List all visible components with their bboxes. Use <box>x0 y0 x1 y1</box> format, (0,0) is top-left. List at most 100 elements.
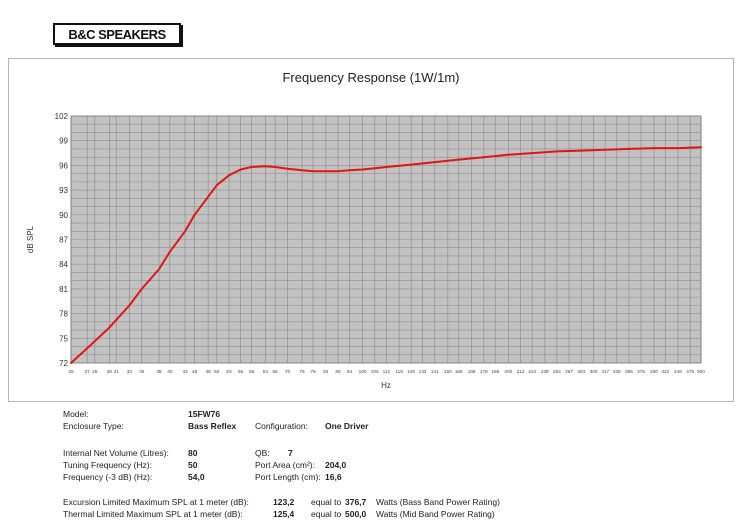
y-tick-label: 84 <box>59 260 68 269</box>
x-tick-label: 126 <box>407 369 415 374</box>
x-tick-label: 200 <box>504 369 512 374</box>
x-tick-label: 70 <box>285 369 291 374</box>
frequency-3db-label: Frequency (-3 dB) (Hz): <box>63 472 153 482</box>
x-tick-label: 150 <box>444 369 452 374</box>
tuning-frequency-label: Tuning Frequency (Hz): <box>63 460 152 470</box>
x-tick-label: 178 <box>480 369 488 374</box>
qb-value: 7 <box>288 448 293 458</box>
x-tick-label: 75 <box>299 369 305 374</box>
x-tick-label: 355 <box>625 369 633 374</box>
x-tick-label: 500 <box>697 369 705 374</box>
x-tick-label: 84 <box>323 369 329 374</box>
excursion-spl-label: Excursion Limited Maximum SPL at 1 meter… <box>63 497 249 507</box>
x-tick-label: 283 <box>577 369 585 374</box>
x-tick-label: 168 <box>468 369 476 374</box>
x-tick-label: 38 <box>156 369 162 374</box>
y-tick-label: 81 <box>59 285 68 294</box>
brand-logo: B&C SPEAKERS <box>53 23 181 45</box>
x-tick-label: 475 <box>686 369 694 374</box>
excursion-equal-text: equal to <box>311 497 342 507</box>
qb-label: QB: <box>255 448 270 458</box>
thermal-watts-value: 500,0 <box>345 509 367 519</box>
x-tick-label: 448 <box>674 369 682 374</box>
chart-panel: Frequency Response (1W/1m) 25 27 28 30 31 33 3… <box>8 58 734 402</box>
port-area-label: Port Area (cm²): <box>255 460 315 470</box>
x-axis-label: Hz <box>381 381 391 390</box>
thermal-spl-label: Thermal Limited Maximum SPL at 1 meter (… <box>63 509 243 519</box>
net-volume-label: Internal Net Volume (Litres): <box>63 448 169 458</box>
configuration-label: Configuration: <box>255 421 308 431</box>
excursion-watts-value: 376,7 <box>345 497 367 507</box>
x-tick-label: 33 <box>127 369 133 374</box>
y-tick-label: 93 <box>59 186 68 195</box>
x-tick-label: 133 <box>419 369 427 374</box>
x-tick-label: 63 <box>263 369 269 374</box>
y-tick-label: 96 <box>59 161 68 170</box>
y-tick-label: 87 <box>59 236 68 245</box>
x-tick-label: 66 <box>273 369 279 374</box>
x-tick-label: 376 <box>637 369 645 374</box>
x-tick-label: 45 <box>192 369 198 374</box>
x-tick-label: 50 <box>214 369 220 374</box>
y-axis-label: dB SPL <box>26 225 35 253</box>
x-tick-label: 188 <box>491 369 499 374</box>
port-length-label: Port Length (cm): <box>255 472 321 482</box>
x-tick-label: 119 <box>395 369 403 374</box>
x-tick-label: 100 <box>359 369 367 374</box>
x-tick-label: 158 <box>455 369 463 374</box>
model-value: 15FW76 <box>188 409 221 419</box>
x-tick-label: 238 <box>541 369 549 374</box>
enclosure-label: Enclosure Type: <box>63 421 124 431</box>
enclosure-value: Bass Reflex <box>188 421 237 431</box>
thermal-spl-value: 125,4 <box>273 509 295 519</box>
x-tick-label: 335 <box>613 369 621 374</box>
x-tick-label: 89 <box>335 369 341 374</box>
plot-border <box>70 115 702 364</box>
x-tick-label: 48 <box>206 369 212 374</box>
chart-title: Frequency Response (1W/1m) <box>282 70 460 85</box>
y-tick-label: 102 <box>55 112 69 121</box>
x-tick-label: 25 <box>68 369 74 374</box>
excursion-watts-unit: Watts (Bass Band Power Rating) <box>376 497 500 507</box>
x-tick-label: 267 <box>565 369 573 374</box>
x-tick-label: 53 <box>226 369 232 374</box>
thermal-equal-text: equal to <box>311 509 342 519</box>
thermal-watts-unit: Watts (Mid Band Power Rating) <box>376 509 495 519</box>
frequency-3db-value: 54,0 <box>188 472 205 482</box>
y-tick-label: 72 <box>59 359 68 368</box>
configuration-value: One Driver <box>325 421 369 431</box>
x-tick-label: 94 <box>347 369 353 374</box>
x-tick-label: 112 <box>383 369 391 374</box>
x-tick-label: 300 <box>590 369 598 374</box>
x-tick-label: 212 <box>517 369 525 374</box>
y-tick-label: 75 <box>59 334 68 343</box>
tuning-frequency-value: 50 <box>188 460 198 470</box>
x-tick-label: 35 <box>139 369 145 374</box>
port-length-value: 16,6 <box>325 472 342 482</box>
x-tick-label: 43 <box>182 369 188 374</box>
spl-response-line <box>70 146 702 364</box>
x-tick-label: 224 <box>528 369 536 374</box>
net-volume-value: 80 <box>188 448 198 458</box>
x-tick-label: 59 <box>249 369 255 374</box>
x-tick-label: 40 <box>167 369 173 374</box>
x-tick-label: 141 <box>431 369 439 374</box>
y-tick-label: 99 <box>59 137 68 146</box>
port-area-value: 204,0 <box>325 460 347 470</box>
brand-logo-text: B&C SPEAKERS <box>68 26 166 42</box>
x-tick-label: 56 <box>238 369 244 374</box>
y-tick-label: 90 <box>59 211 68 220</box>
x-tick-label: 252 <box>553 369 561 374</box>
x-tick-label: 79 <box>310 369 316 374</box>
x-tick-label: 317 <box>601 369 609 374</box>
model-label: Model: <box>63 409 89 419</box>
x-tick-label: 27 <box>85 369 91 374</box>
excursion-spl-value: 123,2 <box>273 497 295 507</box>
x-tick-label: 30 <box>107 369 113 374</box>
frequency-response-chart: 25 27 28 30 31 33 35 38 40 43 45 48 50 53 56 59 63 66 70 75… <box>26 112 705 390</box>
x-tick-label: 31 <box>114 369 120 374</box>
x-tick-label: 28 <box>92 369 98 374</box>
x-tick-label: 400 <box>650 369 658 374</box>
x-tick-label: 106 <box>371 369 379 374</box>
x-tick-label: 422 <box>661 369 669 374</box>
